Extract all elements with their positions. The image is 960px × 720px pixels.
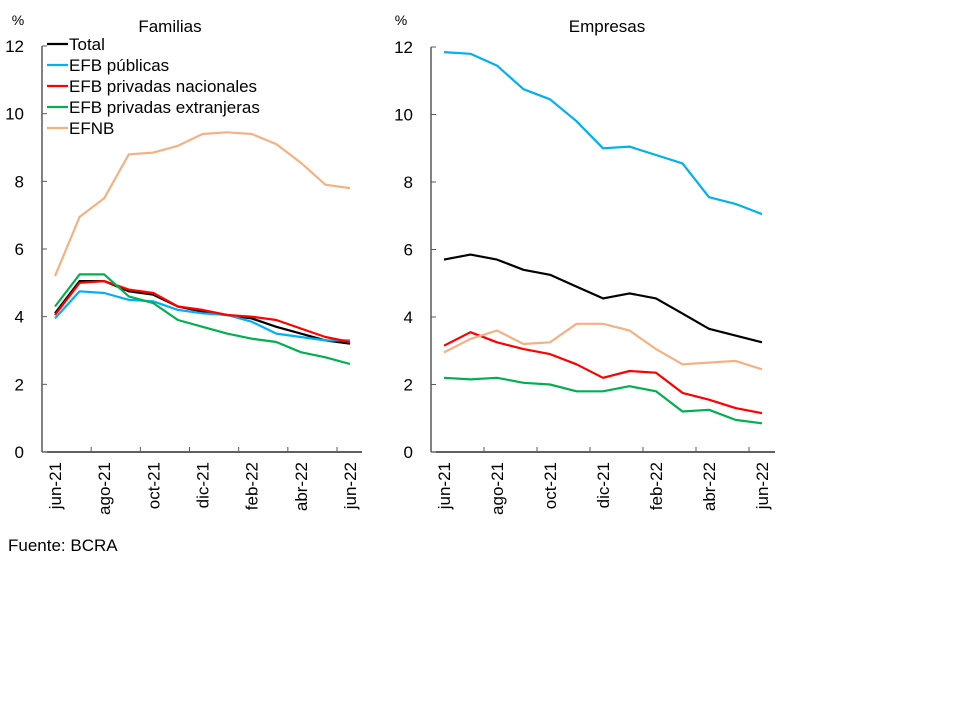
legend-item: EFB públicas: [47, 56, 169, 75]
x-tick-label: jun-22: [341, 462, 360, 510]
chart-title: Familias: [138, 17, 201, 36]
legend-item: EFNB: [47, 119, 114, 138]
y-tick-label: 8: [15, 172, 24, 191]
x-tick-label: feb-22: [647, 462, 666, 510]
source-note: Fuente: BCRA: [8, 536, 118, 555]
y-tick-label: 12: [5, 37, 24, 56]
x-tick-label: feb-22: [243, 462, 262, 510]
chart-title: Empresas: [569, 17, 646, 36]
y-tick-label: 4: [15, 308, 24, 327]
x-tick-label: abr-22: [700, 462, 719, 511]
x-tick-label: abr-22: [292, 462, 311, 511]
y-axis-unit: %: [12, 12, 24, 28]
x-tick-label: jun-21: [46, 462, 65, 510]
series-line-total: [443, 253, 763, 344]
y-tick-label: 6: [15, 240, 24, 259]
x-tick-label: oct-21: [144, 462, 163, 509]
x-tick-label: ago-21: [95, 462, 114, 515]
y-tick-label: 6: [404, 241, 413, 260]
y-tick-label: 8: [404, 173, 413, 192]
series-line-efb-privadas-extranjeras: [443, 376, 763, 425]
y-tick-label: 10: [394, 106, 413, 125]
y-tick-label: 0: [404, 443, 413, 462]
legend-label: EFB públicas: [69, 56, 169, 75]
series-line-efb-p-blicas: [54, 290, 350, 342]
series-line-efb-privadas-nacionales: [443, 331, 763, 415]
legend-label: EFB privadas nacionales: [69, 77, 257, 96]
x-tick-label: dic-21: [594, 462, 613, 508]
y-tick-label: 0: [15, 443, 24, 462]
legend-label: Total: [69, 35, 105, 54]
y-tick-label: 10: [5, 105, 24, 124]
x-tick-label: dic-21: [194, 462, 213, 508]
series-line-efb-privadas-extranjeras: [54, 273, 351, 366]
series-line-efnb: [443, 322, 763, 371]
y-tick-label: 2: [15, 375, 24, 394]
y-tick-label: 4: [404, 308, 413, 327]
x-tick-label: ago-21: [488, 462, 507, 515]
series-line-efnb: [53, 131, 351, 277]
y-tick-label: 12: [394, 38, 413, 57]
chart-empresas: Empresas% 0 2 4 6 8 10 12 jun-21 ago-21 oct-21 dic-…: [394, 12, 775, 515]
legend-label: EFNB: [69, 119, 114, 138]
series-line-efb-p-blicas: [443, 51, 763, 216]
series-line-efb-privadas-nacionales: [54, 280, 351, 344]
legend-label: EFB privadas extranjeras: [69, 98, 260, 117]
y-tick-label: 2: [404, 376, 413, 395]
legend: Total EFB públicas EFB privadas nacionales…: [47, 35, 260, 138]
legend-item: EFB privadas extranjeras: [47, 98, 260, 117]
x-tick-label: jun-21: [435, 462, 454, 510]
chart-familias: Familias% 0 2 4 6 8 10 12 jun-21 ago-21 oct-21 dic-…: [5, 12, 362, 515]
legend-item: EFB privadas nacionales: [47, 77, 257, 96]
x-tick-label: jun-22: [753, 462, 772, 510]
x-tick-label: oct-21: [541, 462, 560, 509]
y-axis-unit: %: [395, 12, 407, 28]
legend-item: Total: [47, 35, 105, 54]
